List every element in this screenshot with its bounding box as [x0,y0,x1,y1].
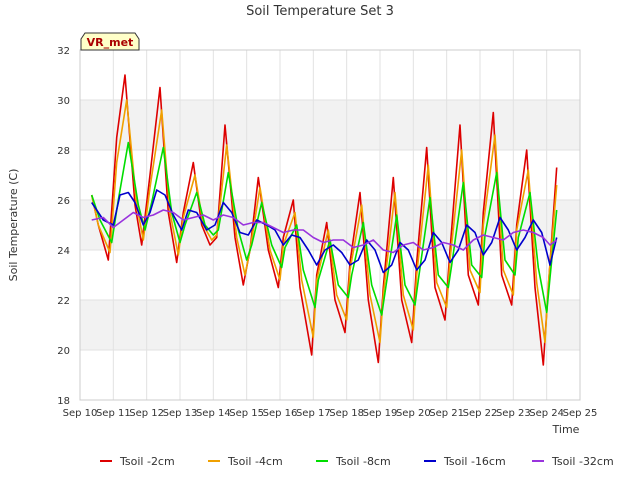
y-tick-label: 30 [57,96,70,107]
x-tick-label: Sep 20 [396,408,431,419]
legend-label: Tsoil -2cm [119,455,175,468]
y-tick-label: 28 [57,146,70,157]
y-axis-label: Soil Temperature (C) [7,169,20,282]
series-line-4 [91,189,558,274]
y-axis-ticks: 18 20 22 24 26 28 30 32 [57,46,70,407]
x-tick-label: Sep 17 [296,408,331,419]
x-tick-label: Sep 21 [429,408,464,419]
x-tick-label: Sep 14 [196,408,231,419]
x-tick-label: Sep 10 [63,408,98,419]
chart-title: Soil Temperature Set 3 [246,4,394,19]
series-layer [90,74,558,366]
y-tick-label: 18 [57,396,70,407]
series-line-2 [90,99,558,344]
y-tick-label: 32 [57,46,70,57]
plot-bands [80,100,580,350]
y-tick-label: 22 [57,296,70,307]
x-tick-label: Sep 12 [129,408,164,419]
x-tick-label: Sep 16 [263,408,298,419]
x-tick-label: Sep 22 [463,408,498,419]
legend-label: Tsoil -4cm [227,455,283,468]
legend-label: Tsoil -8cm [335,455,391,468]
site-label-text: VR_met [87,36,134,49]
plot-band [80,300,580,350]
x-tick-label: Sep 25 [563,408,598,419]
site-label-badge: VR_met [80,32,140,51]
series-line-5 [91,209,558,254]
x-axis-label: Time [552,423,580,436]
y-tick-label: 26 [57,196,70,207]
x-tick-label: Sep 18 [329,408,364,419]
legend-label: Tsoil -16cm [443,455,506,468]
legend: Tsoil -2cm Tsoil -4cm Tsoil -8cm Tsoil -16c… [100,455,614,468]
legend-label: Tsoil -32cm [551,455,614,468]
series-line-3 [90,141,558,316]
plot-frame [79,49,581,401]
x-tick-label: Sep 11 [96,408,131,419]
x-tick-label: Sep 13 [163,408,198,419]
y-tick-label: 20 [57,346,70,357]
x-tick-label: Sep 15 [229,408,264,419]
y-tick-label: 24 [57,246,70,257]
x-tick-label: Sep 23 [496,408,531,419]
x-tick-label: Sep 19 [363,408,398,419]
x-tick-label: Sep 24 [529,408,564,419]
